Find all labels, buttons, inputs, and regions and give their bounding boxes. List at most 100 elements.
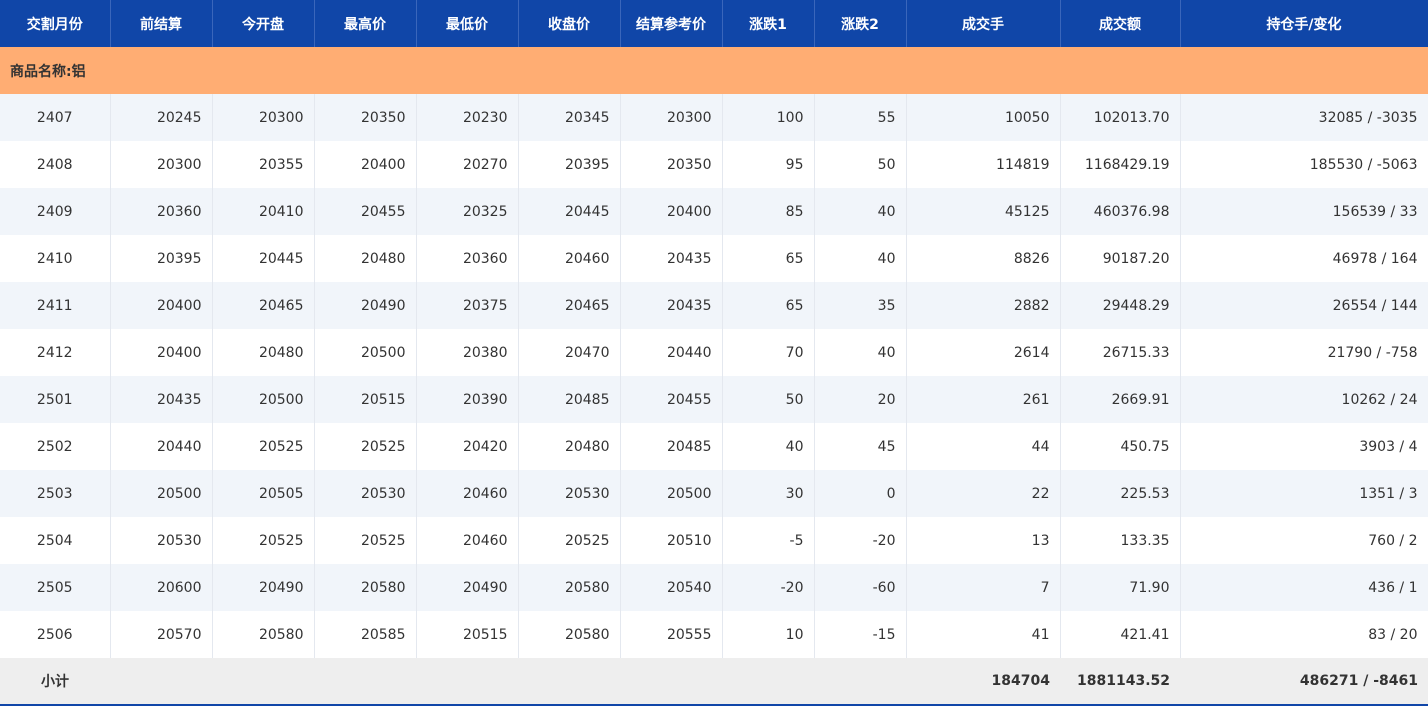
cell: 55 (814, 94, 906, 141)
cell: 2501 (0, 376, 110, 423)
cell: 20435 (620, 282, 722, 329)
empty-cell (110, 658, 906, 705)
column-header: 最高价 (314, 0, 416, 47)
section-label: 商品名称:铝 (0, 47, 1428, 94)
cell: 20480 (518, 423, 620, 470)
cell: 2409 (0, 188, 110, 235)
cell: 20485 (620, 423, 722, 470)
cell: 83 / 20 (1180, 611, 1428, 658)
cell: 20400 (314, 141, 416, 188)
cell: 45 (814, 423, 906, 470)
cell: 26554 / 144 (1180, 282, 1428, 329)
cell: 40 (722, 423, 814, 470)
cell: 185530 / -5063 (1180, 141, 1428, 188)
cell: 20325 (416, 188, 518, 235)
cell: 2502 (0, 423, 110, 470)
cell: 760 / 2 (1180, 517, 1428, 564)
cell: 20515 (416, 611, 518, 658)
cell: 20440 (110, 423, 212, 470)
cell: 421.41 (1060, 611, 1180, 658)
cell: 20580 (212, 611, 314, 658)
cell: 20345 (518, 94, 620, 141)
cell: 20360 (416, 235, 518, 282)
column-header: 结算参考价 (620, 0, 722, 47)
cell: 2505 (0, 564, 110, 611)
cell: 1351 / 3 (1180, 470, 1428, 517)
subtotal-cell: 1881143.52 (1060, 658, 1180, 705)
data-row: 2504205302052520525204602052520510-5-201… (0, 517, 1428, 564)
subtotal-cell: 184704 (906, 658, 1060, 705)
cell: 20420 (416, 423, 518, 470)
cell: 2504 (0, 517, 110, 564)
column-header: 涨跌2 (814, 0, 906, 47)
data-row: 2412204002048020500203802047020440704026… (0, 329, 1428, 376)
cell: 20580 (314, 564, 416, 611)
cell: 20530 (110, 517, 212, 564)
cell: 20245 (110, 94, 212, 141)
cell: 20445 (518, 188, 620, 235)
cell: 40 (814, 329, 906, 376)
cell: 20460 (518, 235, 620, 282)
cell: 13 (906, 517, 1060, 564)
cell: 90187.20 (1060, 235, 1180, 282)
cell: 20580 (518, 611, 620, 658)
column-header: 交割月份 (0, 0, 110, 47)
cell: 71.90 (1060, 564, 1180, 611)
cell: 29448.29 (1060, 282, 1180, 329)
cell: 45125 (906, 188, 1060, 235)
cell: 2412 (0, 329, 110, 376)
cell: 20440 (620, 329, 722, 376)
cell: 20525 (212, 423, 314, 470)
cell: 450.75 (1060, 423, 1180, 470)
cell: -5 (722, 517, 814, 564)
cell: 20410 (212, 188, 314, 235)
cell: 21790 / -758 (1180, 329, 1428, 376)
cell: 225.53 (1060, 470, 1180, 517)
data-row: 2411204002046520490203752046520435653528… (0, 282, 1428, 329)
cell: 22 (906, 470, 1060, 517)
cell: 30 (722, 470, 814, 517)
cell: 20490 (314, 282, 416, 329)
column-header: 持仓手/变化 (1180, 0, 1428, 47)
cell: 3903 / 4 (1180, 423, 1428, 470)
cell: 20570 (110, 611, 212, 658)
cell: 1168429.19 (1060, 141, 1180, 188)
cell: 20350 (620, 141, 722, 188)
cell: 20270 (416, 141, 518, 188)
cell: 20300 (110, 141, 212, 188)
cell: 156539 / 33 (1180, 188, 1428, 235)
cell: 20525 (314, 423, 416, 470)
column-header: 涨跌1 (722, 0, 814, 47)
cell: 20400 (110, 329, 212, 376)
cell: 65 (722, 282, 814, 329)
cell: 10262 / 24 (1180, 376, 1428, 423)
cell: 20465 (518, 282, 620, 329)
cell: 20485 (518, 376, 620, 423)
cell: 20525 (518, 517, 620, 564)
cell: 2506 (0, 611, 110, 658)
cell: 20455 (620, 376, 722, 423)
cell: 10050 (906, 94, 1060, 141)
cell: 100 (722, 94, 814, 141)
subtotal-row: 小计1847041881143.52486271 / -8461 (0, 658, 1428, 705)
cell: 20435 (110, 376, 212, 423)
cell: -20 (814, 517, 906, 564)
cell: 26715.33 (1060, 329, 1180, 376)
cell: 0 (814, 470, 906, 517)
cell: 436 / 1 (1180, 564, 1428, 611)
cell: 20230 (416, 94, 518, 141)
cell: 20500 (110, 470, 212, 517)
column-header: 今开盘 (212, 0, 314, 47)
cell: 20540 (620, 564, 722, 611)
cell: 20435 (620, 235, 722, 282)
cell: 50 (722, 376, 814, 423)
cell: 20525 (314, 517, 416, 564)
cell: 2882 (906, 282, 1060, 329)
cell: 2669.91 (1060, 376, 1180, 423)
column-header: 成交手 (906, 0, 1060, 47)
cell: 20525 (212, 517, 314, 564)
cell: 20360 (110, 188, 212, 235)
data-row: 2503205002050520530204602053020500300222… (0, 470, 1428, 517)
